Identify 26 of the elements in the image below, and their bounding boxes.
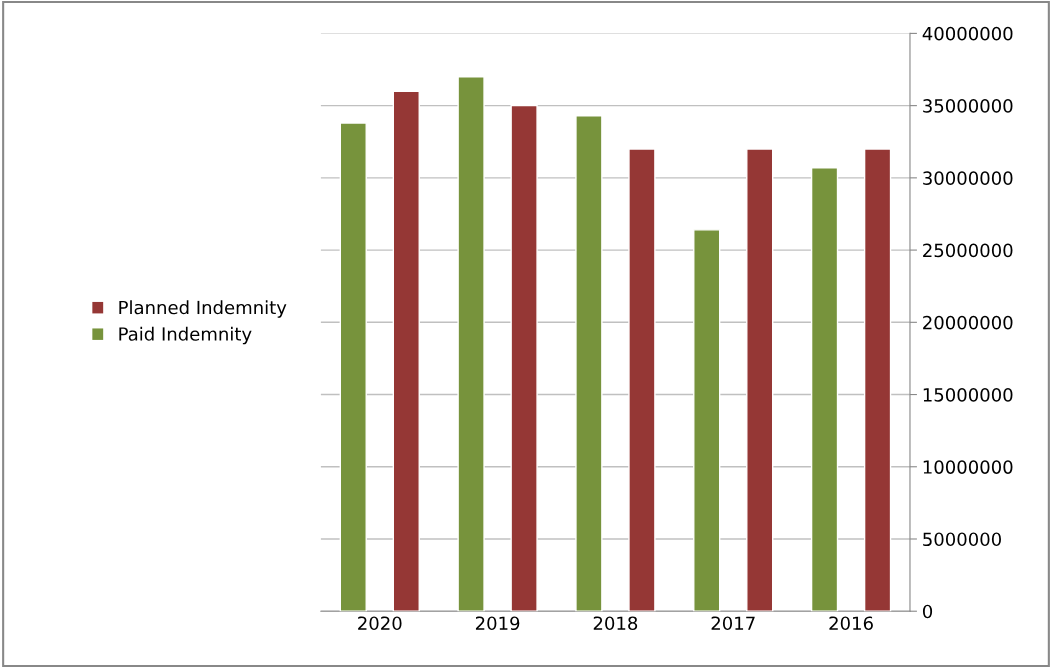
y-tick-label: 25000000: [923, 243, 1013, 258]
bar: [810, 167, 839, 612]
y-tick-label: 35000000: [923, 99, 1013, 113]
bar: [457, 76, 485, 612]
bar: [746, 148, 774, 612]
x-tick-label: 2018: [593, 616, 638, 631]
x-tick-label: 2019: [475, 616, 520, 631]
y-tick-label: 40000000: [922, 26, 1013, 41]
x-tick-label: 2017: [711, 616, 755, 631]
y-tick-label: 5000000: [923, 532, 1001, 547]
legend-label: Planned Indemnity: [119, 300, 287, 318]
x-tick-label: 2016: [829, 616, 873, 631]
bar: [575, 115, 603, 612]
bar: [392, 90, 420, 612]
bar: [693, 229, 721, 612]
y-tick-label: 0: [922, 604, 933, 619]
bar: [863, 148, 892, 612]
y-tick-label: 30000000: [923, 171, 1013, 185]
bar: [339, 122, 367, 612]
x-tick-label: 2020: [358, 616, 402, 631]
bar: [510, 104, 538, 612]
legend-label: Paid Indemnity: [119, 326, 252, 345]
y-tick-label: 20000000: [923, 315, 1013, 330]
bar: [628, 148, 656, 612]
y-tick-label: 15000000: [923, 388, 1013, 402]
y-tick-label: 10000000: [923, 460, 1013, 474]
